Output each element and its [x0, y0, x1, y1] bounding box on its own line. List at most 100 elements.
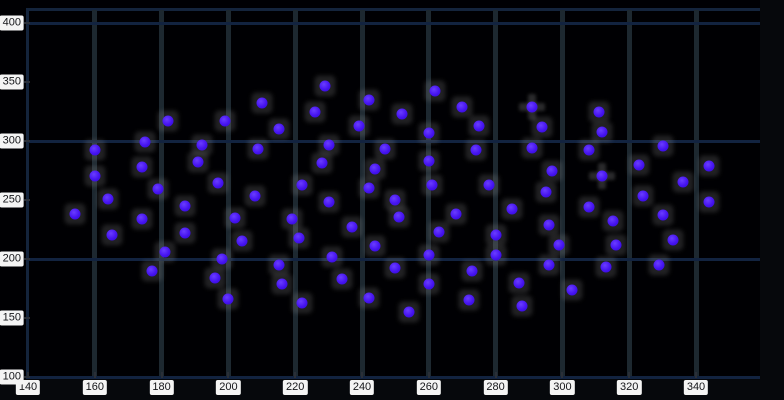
data-point	[583, 201, 595, 213]
data-point	[677, 176, 689, 188]
data-point	[146, 265, 158, 277]
data-point	[607, 215, 618, 227]
data-point	[252, 143, 264, 155]
data-point	[256, 97, 268, 109]
data-point	[363, 292, 375, 304]
data-point	[536, 121, 548, 133]
data-point	[423, 127, 435, 139]
data-point	[506, 203, 518, 215]
y-tick-label: 250	[0, 192, 24, 208]
x-tick-mark	[160, 372, 163, 378]
x-tick-label: 160	[82, 380, 107, 395]
plot-top-border	[26, 8, 760, 11]
x-tick-mark	[561, 372, 564, 378]
data-point	[139, 136, 151, 148]
data-point	[323, 139, 335, 151]
data-point	[473, 120, 485, 132]
grid-line-horizontal	[26, 257, 760, 261]
grid-line-vertical	[159, 10, 165, 378]
data-point	[363, 182, 375, 194]
data-point	[633, 159, 645, 171]
data-point	[583, 144, 595, 156]
data-point	[369, 240, 381, 252]
data-point	[596, 170, 608, 182]
grid-line-vertical	[426, 10, 432, 378]
grid-line-horizontal	[26, 21, 760, 25]
data-point	[566, 284, 578, 296]
data-point	[309, 106, 321, 117]
data-point	[667, 234, 679, 246]
data-point	[192, 156, 204, 168]
data-point	[273, 123, 284, 135]
x-tick-label: 240	[349, 380, 375, 395]
y-tick-label: 300	[0, 133, 24, 149]
data-point	[429, 85, 441, 97]
data-point	[296, 297, 308, 309]
data-point	[516, 300, 528, 312]
data-point	[610, 239, 622, 251]
data-point	[196, 139, 208, 151]
x-tick-mark	[427, 372, 430, 378]
data-point	[600, 261, 612, 273]
data-point	[326, 251, 338, 263]
right-margin	[760, 0, 784, 400]
data-point	[463, 294, 475, 306]
x-tick-label: 300	[550, 380, 575, 395]
data-point	[323, 196, 335, 208]
data-point	[222, 293, 234, 305]
y-tick-mark	[24, 317, 30, 319]
y-tick-label: 400	[0, 15, 24, 31]
data-point	[353, 120, 365, 132]
data-point	[543, 219, 555, 231]
y-tick-mark	[24, 81, 30, 83]
grid-line-horizontal	[26, 139, 760, 143]
data-point	[162, 115, 174, 127]
data-point	[466, 265, 478, 277]
data-point	[389, 194, 401, 206]
data-point	[513, 277, 525, 289]
data-point	[653, 259, 665, 271]
x-tick-mark	[494, 372, 497, 378]
y-tick-mark	[24, 376, 30, 378]
grid-line-horizontal	[26, 375, 760, 379]
data-point	[553, 239, 565, 251]
x-tick-label: 220	[283, 380, 308, 395]
data-point	[526, 101, 538, 113]
data-point	[593, 106, 605, 117]
grid-line-vertical	[493, 10, 499, 378]
grid-line-vertical	[626, 10, 632, 378]
grid-line-vertical	[559, 10, 565, 378]
data-point	[159, 246, 171, 258]
data-point	[426, 179, 438, 191]
data-point	[540, 186, 552, 198]
data-point	[296, 179, 308, 191]
y-tick-mark	[24, 258, 30, 260]
x-tick-label: 280	[483, 380, 508, 395]
data-point	[273, 259, 284, 271]
x-tick-mark	[93, 372, 96, 378]
data-point	[179, 200, 191, 212]
data-point	[403, 306, 415, 318]
data-point	[450, 208, 462, 220]
x-tick-mark	[361, 372, 363, 378]
grid-line-vertical	[292, 10, 298, 378]
data-point	[89, 170, 101, 182]
data-point	[286, 213, 298, 225]
data-point	[423, 249, 435, 261]
data-point	[490, 249, 502, 261]
data-point	[152, 183, 164, 195]
data-point	[389, 262, 401, 274]
data-point	[136, 213, 148, 225]
grid-line-vertical	[693, 10, 699, 378]
grid-line-vertical	[225, 10, 231, 378]
x-tick-label: 260	[416, 380, 441, 395]
data-point	[657, 209, 669, 221]
data-point	[423, 278, 435, 290]
data-point	[179, 227, 191, 239]
y-tick-mark	[24, 22, 30, 24]
data-point	[249, 190, 261, 202]
data-point	[209, 272, 221, 284]
data-point	[543, 259, 555, 271]
y-axis-line	[26, 10, 29, 378]
